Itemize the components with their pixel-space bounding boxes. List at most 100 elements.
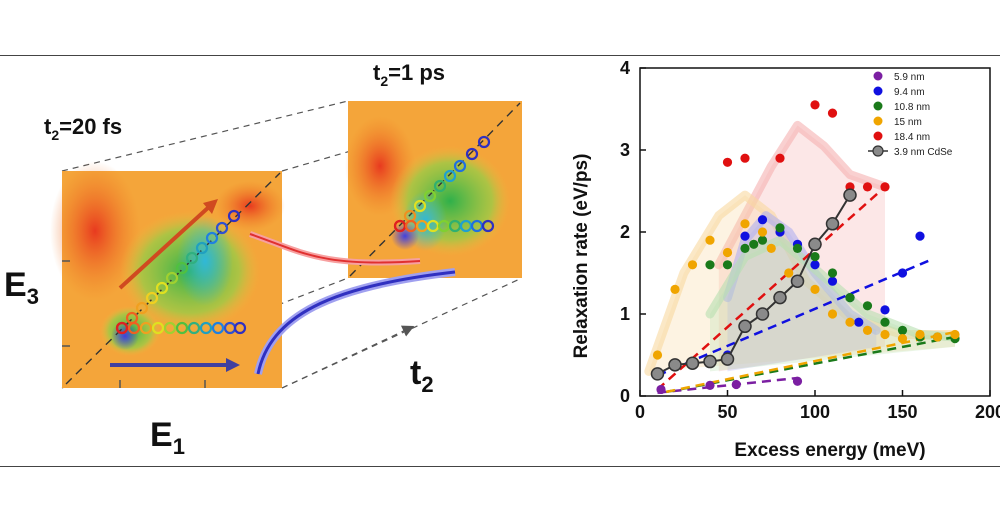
data-point: [722, 247, 733, 258]
legend-marker: [872, 145, 884, 157]
data-point: [810, 260, 820, 270]
data-point: [740, 219, 750, 229]
data-point: [810, 284, 820, 294]
data-point: [810, 100, 820, 110]
data-point: [784, 268, 794, 278]
y-tick-label: 0: [620, 386, 630, 406]
data-point: [749, 239, 759, 249]
data-point: [685, 356, 700, 370]
data-point: [825, 217, 840, 231]
data-point: [810, 252, 820, 262]
chart-legend: 5.9 nm 9.4 nm 10.8 nm 15 nm 18.4 nm 3.9 nm Cd…: [868, 71, 953, 158]
data-point: [775, 223, 785, 233]
band-fill: [727, 215, 877, 372]
data-point: [740, 231, 750, 241]
data-point: [845, 317, 855, 327]
fit-lines: [656, 185, 956, 394]
fit-line: [657, 376, 798, 394]
data-point: [720, 352, 735, 366]
legend-label: 10.8 nm: [894, 102, 930, 113]
data-point: [722, 157, 733, 167]
data-point: [703, 354, 717, 369]
data-point: [755, 307, 770, 321]
data-point: [766, 243, 776, 253]
t2-axis-label: t2: [410, 354, 434, 397]
data-point: [757, 215, 768, 225]
legend-label: 15 nm: [894, 117, 922, 128]
data-point: [790, 274, 805, 288]
fit-line: [665, 330, 956, 394]
data-points: [650, 100, 960, 395]
y-tick-label: 4: [620, 58, 630, 78]
data-point: [950, 329, 960, 340]
data-point: [880, 305, 890, 315]
data-point: [843, 188, 857, 202]
x-tick-label: 200: [975, 402, 1000, 422]
data-point: [827, 268, 838, 278]
data-point: [880, 182, 890, 192]
x-tick-label: 50: [717, 402, 737, 422]
x-tick-label: 100: [800, 402, 830, 422]
data-point: [880, 317, 890, 327]
relaxation-rate-chart: 0 50 100 150 200 0 1 2 3 4 5.9 nm 9.4 nm 10.8 nm 15 …: [560, 56, 1000, 466]
data-point: [897, 334, 908, 344]
data-point: [705, 235, 715, 245]
spectrum-late: [345, 101, 522, 278]
y-tick-label: 1: [620, 304, 630, 324]
data-point: [670, 284, 680, 294]
data-point: [652, 350, 663, 360]
data-point: [862, 301, 873, 311]
legend-marker: [873, 71, 883, 81]
data-point: [792, 376, 803, 386]
data-point: [827, 309, 838, 319]
data-point: [880, 329, 890, 340]
data-point: [705, 380, 715, 390]
legend-marker: [873, 116, 883, 126]
y-tick-label: 3: [620, 140, 630, 160]
data-point: [897, 268, 908, 278]
data-point: [854, 317, 864, 327]
data-point: [862, 182, 873, 192]
e3-axis-label: E3: [4, 266, 39, 309]
band-fill: [710, 240, 955, 372]
data-point: [827, 108, 838, 118]
top-divider: [0, 55, 1000, 56]
data-point: [757, 235, 768, 245]
legend-label: 5.9 nm: [894, 72, 925, 83]
y-tick-label: 2: [620, 222, 630, 242]
data-point: [808, 237, 822, 252]
data-point: [650, 367, 665, 381]
data-point: [757, 227, 768, 237]
spectrum-early: [50, 161, 285, 388]
data-point: [738, 319, 752, 334]
data-point: [845, 293, 855, 303]
x-axis-label: Excess energy (meV): [734, 440, 925, 461]
legend-marker: [873, 101, 883, 111]
data-point: [705, 260, 715, 270]
data-point: [792, 243, 803, 253]
data-point: [740, 153, 750, 163]
data-point: [915, 329, 925, 340]
legend-label: 3.9 nm CdSe: [894, 147, 953, 158]
legend-label: 9.4 nm: [894, 87, 925, 98]
data-point: [656, 384, 666, 395]
fit-line: [657, 259, 930, 377]
legend-label: 18.4 nm: [894, 132, 930, 143]
data-point: [775, 153, 785, 163]
y-axis-label: Relaxation rate (eV/ps): [571, 154, 592, 359]
data-point: [932, 332, 943, 342]
e1-axis-label: E1: [150, 416, 185, 459]
legend-marker: [873, 131, 883, 141]
fit-line: [656, 185, 886, 391]
data-point: [862, 325, 873, 335]
t2-early-label: t2=20 fs: [44, 114, 122, 143]
t2-late-label: t2=1 ps: [373, 60, 445, 89]
data-point: [687, 260, 698, 270]
data-point: [668, 358, 682, 372]
x-tick-label: 0: [635, 402, 645, 422]
data-point: [915, 231, 925, 241]
data-point: [722, 260, 733, 270]
legend-marker: [873, 86, 883, 96]
2d-spectra-illustration: t2=20 fs t2=1 ps E3 E1 t2: [0, 56, 560, 466]
x-tick-label: 150: [887, 402, 917, 422]
